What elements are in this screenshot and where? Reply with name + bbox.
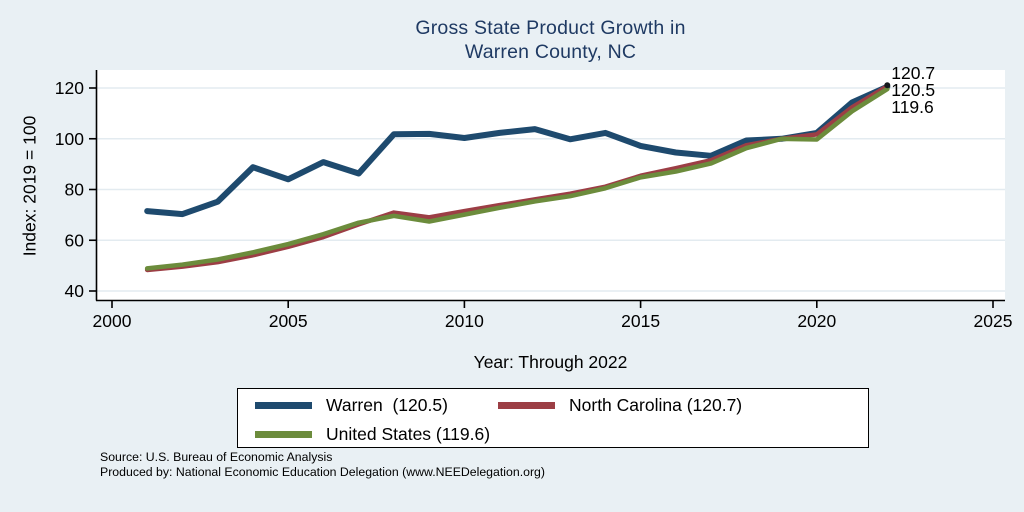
legend-item-warren: Warren (120.5) — [255, 393, 448, 418]
x-tick-label-2010: 2010 — [445, 311, 484, 331]
series-line-united-states — [144, 86, 890, 271]
legend-item-north-carolina: North Carolina (120.7) — [498, 393, 742, 418]
y-tick-label-100: 100 — [55, 129, 84, 149]
legend-swatch-north-carolina — [498, 402, 555, 409]
y-tick-label-120: 120 — [55, 78, 84, 98]
y-tick-label-40: 40 — [65, 281, 85, 301]
x-tick-label-2000: 2000 — [93, 311, 132, 331]
legend-label-united-states: United States (119.6) — [326, 424, 491, 444]
x-tick-label-2025: 2025 — [974, 311, 1013, 331]
y-tick-label-80: 80 — [65, 180, 85, 200]
legend-item-united-states: United States (119.6) — [255, 422, 490, 447]
legend-swatch-united-states — [255, 431, 312, 438]
legend-swatch-warren — [255, 402, 312, 409]
x-tick-label-2005: 2005 — [269, 311, 308, 331]
legend: Warren (120.5) North Carolina (120.7) Un… — [237, 388, 869, 448]
end-label-1: 120.5 — [891, 80, 935, 100]
legend-label-warren: Warren (120.5) — [326, 395, 448, 415]
legend-label-north-carolina: North Carolina (120.7) — [569, 395, 743, 415]
endpoint-marker — [884, 82, 891, 89]
footer-notes: Source: U.S. Bureau of Economic Analysis… — [100, 450, 545, 480]
end-label-2: 119.6 — [891, 97, 934, 117]
source-note: Source: U.S. Bureau of Economic Analysis — [100, 450, 333, 464]
y-tick-label-60: 60 — [65, 230, 85, 250]
produced-by-note: Produced by: National Economic Education… — [100, 465, 545, 479]
series-line-warren — [144, 83, 891, 218]
x-tick-label-2015: 2015 — [621, 311, 660, 331]
chart-title-line-2: Warren County, NC — [464, 41, 637, 63]
x-axis-label: Year: Through 2022 — [473, 352, 628, 372]
x-tick-label-2020: 2020 — [797, 311, 836, 331]
chart-title-line-1: Gross State Product Growth in — [415, 17, 686, 39]
end-label-0: 120.7 — [891, 63, 935, 83]
